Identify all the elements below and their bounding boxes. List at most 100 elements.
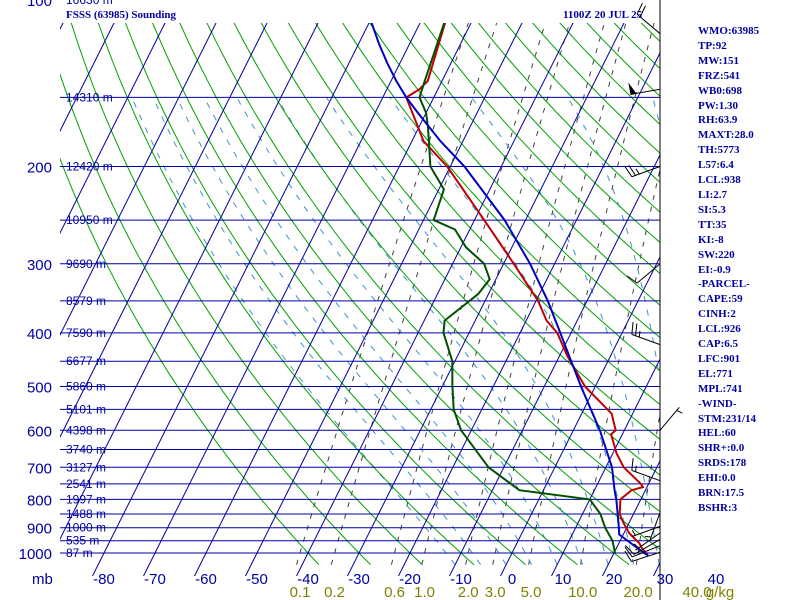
stat-line: LI:2.7 — [698, 188, 728, 201]
stat-line: STM:231/14 — [698, 412, 757, 425]
sounding-indices-panel: WMO:63985 TP:92 MW:151 FRZ:541 WB0:698 PW:1.3… — [698, 24, 759, 516]
height-label: 5101 m — [66, 402, 106, 416]
wind-barb — [626, 263, 661, 284]
temperature-line — [405, 23, 649, 557]
dry-adiabat — [586, 23, 660, 97]
isotherm — [0, 0, 24, 576]
stat-line: -WIND- — [698, 397, 737, 410]
stat-line: SHR+:0.0 — [698, 442, 745, 455]
sounding-time: 1100Z 20 JUL 25 — [563, 9, 643, 21]
dry-adiabat — [152, 23, 578, 566]
stat-line: -PARCEL- — [698, 278, 750, 291]
barb-full — [639, 5, 646, 18]
barb-staff — [631, 525, 661, 538]
barb-staff — [631, 165, 661, 178]
stat-line: SI:5.3 — [698, 203, 726, 216]
temperature-tick-label: -10 — [450, 571, 472, 588]
stat-line: TT:35 — [698, 218, 727, 231]
barb-staff — [635, 532, 661, 551]
height-label: 1000 m — [66, 521, 106, 535]
pressure-tick-label: 100 — [27, 0, 52, 10]
isotherm — [449, 153, 660, 576]
wind-barb — [624, 545, 661, 558]
height-label: 3127 m — [66, 460, 106, 474]
isotherm — [92, 23, 370, 576]
mb-label: mb — [32, 571, 53, 588]
isotherm — [551, 357, 660, 576]
height-labels: 16630 m 14310 m 12420 m 10950 m 9690 m 8579 m… — [66, 0, 113, 560]
barb-half — [638, 330, 641, 338]
isotherm — [194, 23, 472, 576]
stat-line: L57:6.4 — [698, 159, 734, 172]
stat-line: MPL:741 — [698, 382, 743, 395]
barb-full — [624, 166, 633, 178]
wind-barbs — [624, 0, 683, 600]
stat-line: MW:151 — [698, 54, 739, 67]
height-label: 2541 m — [66, 477, 106, 491]
mixing-ratio-label: 0.6 — [384, 584, 405, 600]
stat-line: TH:5773 — [698, 144, 740, 157]
mixing-ratio-label: 5.0 — [521, 584, 542, 600]
barb-half — [676, 409, 683, 414]
barb-pennant — [628, 82, 637, 95]
temperature-tick-label: -30 — [348, 571, 370, 588]
stat-line: RH:63.9 — [698, 114, 738, 127]
wind-barb — [631, 458, 661, 482]
stat-line: EL:771 — [698, 367, 733, 380]
barb-half — [631, 529, 636, 536]
wind-barb — [636, 2, 661, 34]
stat-line: EHI:0.0 — [698, 472, 736, 485]
mixing-ratio-label: g/kg — [706, 584, 734, 600]
isotherm — [60, 23, 217, 337]
pressure-tick-label: 200 — [27, 160, 52, 177]
temperature-tick-label: 0 — [508, 571, 516, 588]
temperature-tick-label: 40 — [708, 571, 725, 588]
height-label: 7590 m — [66, 326, 106, 340]
barb-half — [635, 465, 637, 472]
dry-adiabat — [233, 23, 660, 513]
isotherm — [143, 23, 421, 576]
moist-adiabat — [389, 97, 635, 565]
dry-adiabat — [179, 23, 630, 566]
height-label: 87 m — [66, 546, 93, 560]
isotherm — [602, 459, 660, 576]
moist-adiabat — [471, 97, 660, 565]
dry-adiabat — [342, 23, 660, 372]
mixing-ratio-line — [528, 23, 655, 565]
sounding-traces — [370, 23, 649, 557]
mixing-ratio-label: 0.1 — [290, 584, 311, 600]
barb-full — [624, 546, 633, 558]
stat-line: BRN:17.5 — [698, 487, 745, 500]
temperature-tick-label: -50 — [246, 571, 268, 588]
temperature-tick-label: 30 — [657, 571, 674, 588]
stat-line: SW:220 — [698, 248, 735, 261]
stat-line: LCL:938 — [698, 174, 741, 187]
height-label: 10950 m — [66, 213, 113, 227]
height-label: 12420 m — [66, 160, 113, 174]
dewpoint-line — [418, 23, 616, 554]
stat-line: TP:92 — [698, 39, 727, 52]
wind-barb — [633, 532, 661, 551]
barb-staff — [631, 469, 661, 482]
pressure-tick-label: 800 — [27, 492, 52, 509]
barb-staff — [631, 333, 661, 346]
parcel-line — [370, 23, 649, 557]
dry-adiabat — [260, 23, 660, 476]
barb-full — [626, 275, 638, 284]
stat-line: WMO:63985 — [698, 25, 760, 37]
barb-half — [644, 535, 652, 538]
mixing-ratio-line — [635, 410, 660, 565]
station-title: FSSS (63985) Sounding — [66, 9, 177, 21]
stat-line: CINH:2 — [698, 308, 736, 321]
stat-line: PW:1.30 — [698, 99, 739, 112]
barb-full — [631, 322, 634, 335]
stat-line: FRZ:541 — [698, 69, 741, 82]
height-label: 5860 m — [66, 380, 106, 394]
mixing-ratio-line — [390, 23, 546, 565]
dry-adiabat — [60, 72, 371, 566]
mixing-ratio-label: 20.0 — [623, 584, 652, 600]
stat-line: KI:-8 — [698, 233, 724, 246]
dry-adiabat — [396, 23, 660, 306]
isotherm — [60, 23, 166, 235]
